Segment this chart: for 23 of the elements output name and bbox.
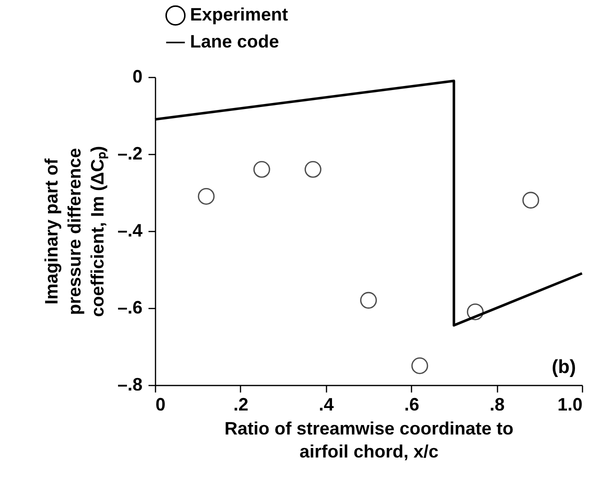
y-axis-title: Imaginary part of pressure difference coefficient, Im (ΔCₚ) [41,146,108,317]
point [522,192,540,209]
x-axis-title: Ratio of streamwise coordinate to airfoil chord, x/c [224,418,514,462]
y-tick-label: 0 [132,66,142,86]
y-tick-label: –.8 [117,374,142,394]
point [466,303,484,320]
point [304,161,322,178]
annotation: (b) [552,357,576,378]
point [198,188,215,205]
legend-label: Lane code [190,32,280,52]
x-tick-label: 1.0 [557,394,582,414]
point [411,357,428,374]
point [360,292,377,309]
x-tick-label: .4 [318,394,334,414]
y-tick-label: –.2 [117,144,142,164]
y-tick-label: –.6 [117,298,142,318]
x-tick-label: .6 [404,394,420,414]
y-tick-label: –.4 [117,220,142,240]
legend-label: Experiment [190,4,288,24]
x-tick-label: .8 [490,394,505,414]
x-tick-label: 0 [156,394,166,414]
x-tick-label: .2 [233,394,248,414]
point [253,161,270,178]
